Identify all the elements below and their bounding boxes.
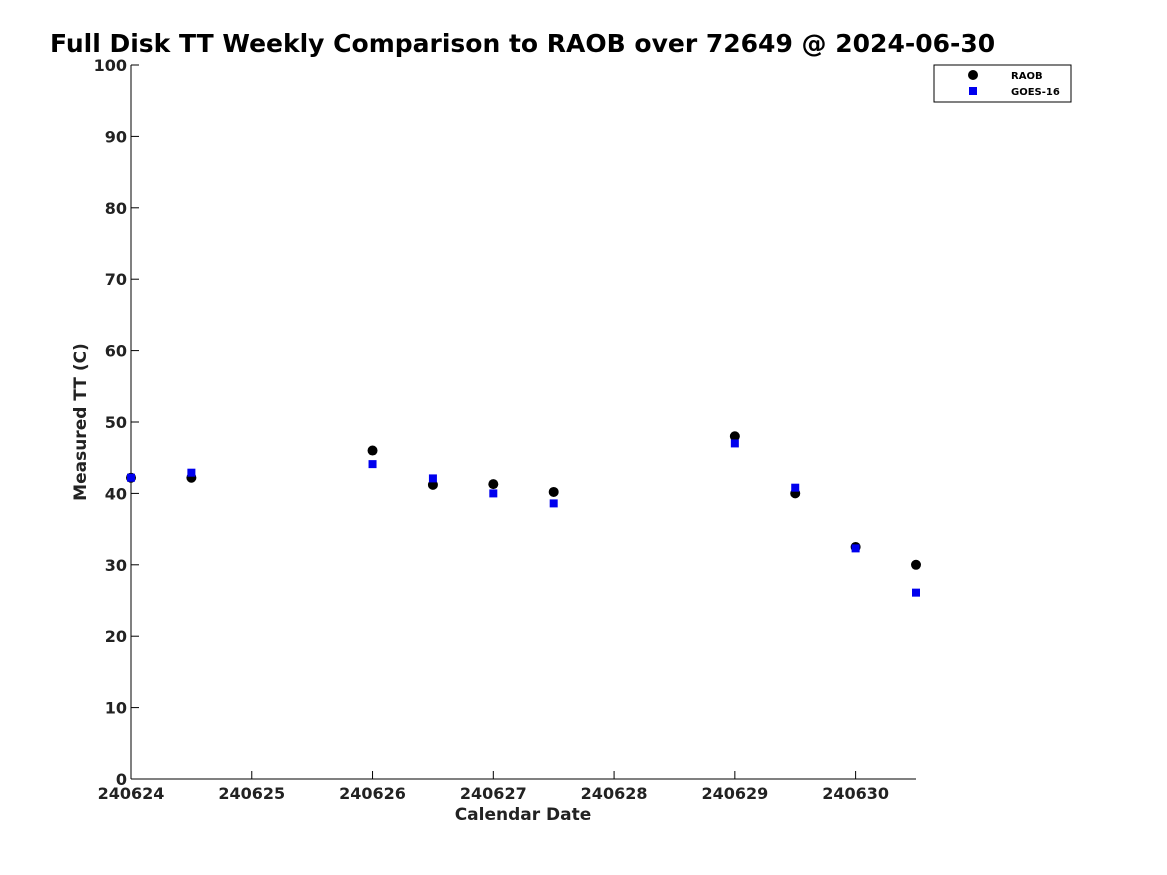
goes-16-point — [851, 544, 860, 553]
y-tick-label: 60 — [105, 342, 127, 361]
y-tick-label: 40 — [105, 484, 127, 503]
y-tick-label: 10 — [105, 699, 127, 718]
x-tick-label: 240630 — [822, 784, 889, 803]
legend-box — [933, 64, 1072, 103]
goes-16-point — [730, 439, 739, 448]
chart-title: Full Disk TT Weekly Comparison to RAOB o… — [50, 29, 995, 58]
goes-16-point — [187, 468, 196, 477]
y-tick-label: 100 — [94, 56, 127, 75]
legend-goes-16-marker — [969, 87, 977, 95]
goes-16-point — [549, 499, 558, 508]
y-tick-label: 50 — [105, 413, 127, 432]
y-tick-label: 70 — [105, 270, 127, 289]
raob-point — [548, 486, 559, 497]
raob-point — [729, 431, 740, 442]
goes-16-point — [368, 460, 377, 469]
y-tick-label: 30 — [105, 556, 127, 575]
legend-raob-marker — [968, 70, 978, 80]
y-axis-label: Measured TT (C) — [71, 343, 91, 501]
x-tick-label: 240628 — [581, 784, 648, 803]
goes-16-point — [912, 588, 920, 597]
x-tick-label: 240627 — [460, 784, 527, 803]
y-tick-label: 0 — [116, 770, 127, 789]
legend-entries: RAOB GOES-16 — [968, 70, 1060, 98]
x-axis-label: Calendar Date — [455, 805, 592, 825]
goes-16-point — [428, 474, 437, 483]
raob-point — [488, 479, 499, 490]
y-axis: 0 10 20 30 40 50 60 70 80 90 100 — [94, 56, 139, 789]
legend-raob-label: RAOB — [1011, 71, 1043, 82]
legend-goes-16-label: GOES-16 — [1011, 87, 1060, 98]
y-tick-label: 80 — [105, 199, 127, 218]
goes-16-point — [489, 489, 498, 498]
legend: RAOB GOES-16 — [933, 64, 1072, 103]
raob-point — [911, 559, 921, 570]
x-tick-label: 240625 — [218, 784, 285, 803]
plot-points — [126, 431, 921, 597]
x-tick-label: 240626 — [339, 784, 406, 803]
goes-16-point — [791, 483, 800, 492]
goes-16-point — [127, 473, 135, 482]
y-tick-label: 20 — [105, 627, 127, 646]
x-axis: 240624 240625 240626 240627 240628 240629 2406… — [98, 771, 916, 803]
y-tick-label: 90 — [105, 127, 127, 146]
raob-point — [367, 445, 378, 456]
x-tick-label: 240629 — [701, 784, 768, 803]
x-tick-label: 240624 — [98, 784, 165, 803]
